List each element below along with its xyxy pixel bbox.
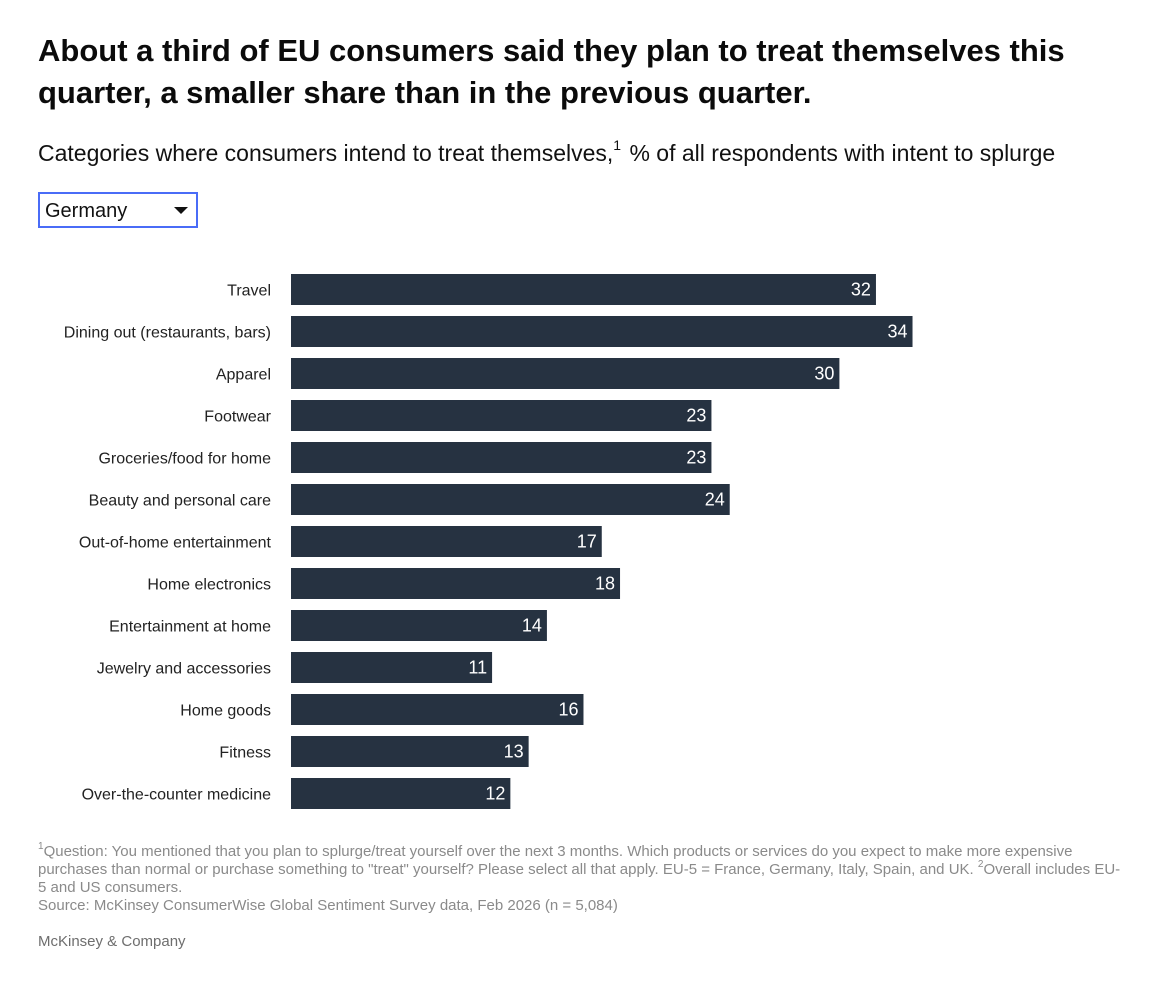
category-label: Footwear [204,409,271,426]
bar[interactable] [291,358,840,389]
bar[interactable] [291,694,584,725]
chart-title: About a third of EU consumers said they … [38,33,1065,110]
bar-value-label: 23 [686,406,706,426]
subtitle-footnote-mark: 1 [613,137,622,154]
category-label: Over-the-counter medicine [82,787,272,804]
subtitle-unit-text: % of all respondents with intent to splu… [623,140,1056,166]
brand-logo-text: McKinsey & Company [38,933,186,950]
chart-subtitle: Categories where consumers intend to tre… [38,138,1138,168]
category-label: Home goods [180,703,271,720]
caret-down-icon [174,207,188,214]
bar-value-label: 23 [686,448,706,468]
bar[interactable] [291,442,712,473]
footnote: 1Question: You mentioned that you plan t… [38,841,1123,897]
bar-value-label: 13 [504,742,524,762]
bar-value-label: 16 [558,700,578,720]
source-note: Source: McKinsey ConsumerWise Global Sen… [38,897,618,914]
bar[interactable] [291,652,493,683]
category-label: Jewelry and accessories [97,661,271,678]
category-label: Fitness [219,745,271,762]
footnote-mark-1: 1 [38,841,44,852]
category-label: Entertainment at home [109,619,271,636]
bar-value-label: 24 [705,490,725,510]
category-label: Groceries/food for home [98,451,271,468]
bar[interactable] [291,526,602,557]
category-label: Beauty and personal care [89,493,271,510]
bar[interactable] [291,736,529,767]
bar-value-label: 14 [522,616,542,636]
footnote-mark-2: 2 [977,859,984,870]
category-label: Apparel [216,367,271,384]
bar-value-label: 11 [468,658,487,678]
bar[interactable] [291,568,621,599]
bar[interactable] [291,484,730,515]
bar[interactable] [291,274,876,305]
bar-value-label: 12 [485,784,505,804]
category-label: Dining out (restaurants, bars) [64,325,271,342]
footnote-text-2: Overall includes EU-5 and US consumers. [38,861,1121,896]
subtitle-text: Categories where consumers intend to tre… [38,140,614,166]
bar-value-label: 18 [595,574,615,594]
footnote-text-1: Question: You mentioned that you plan to… [38,843,1073,878]
bar[interactable] [291,400,712,431]
bar-value-label: 30 [814,364,834,384]
category-label: Out-of-home entertainment [79,535,272,552]
category-label: Home electronics [147,577,271,594]
category-label: Travel [227,283,271,300]
bar[interactable] [291,316,913,347]
country-dropdown[interactable]: Germany [38,192,198,228]
bar[interactable] [291,610,547,641]
bar-value-label: 34 [887,322,907,342]
country-dropdown-value: Germany [45,200,128,222]
bar-chart: Travel 32 Dining out (restaurants, bars) 34… [64,274,913,809]
bar-value-label: 32 [851,280,871,300]
bar-value-label: 17 [577,532,597,552]
bar[interactable] [291,778,511,809]
